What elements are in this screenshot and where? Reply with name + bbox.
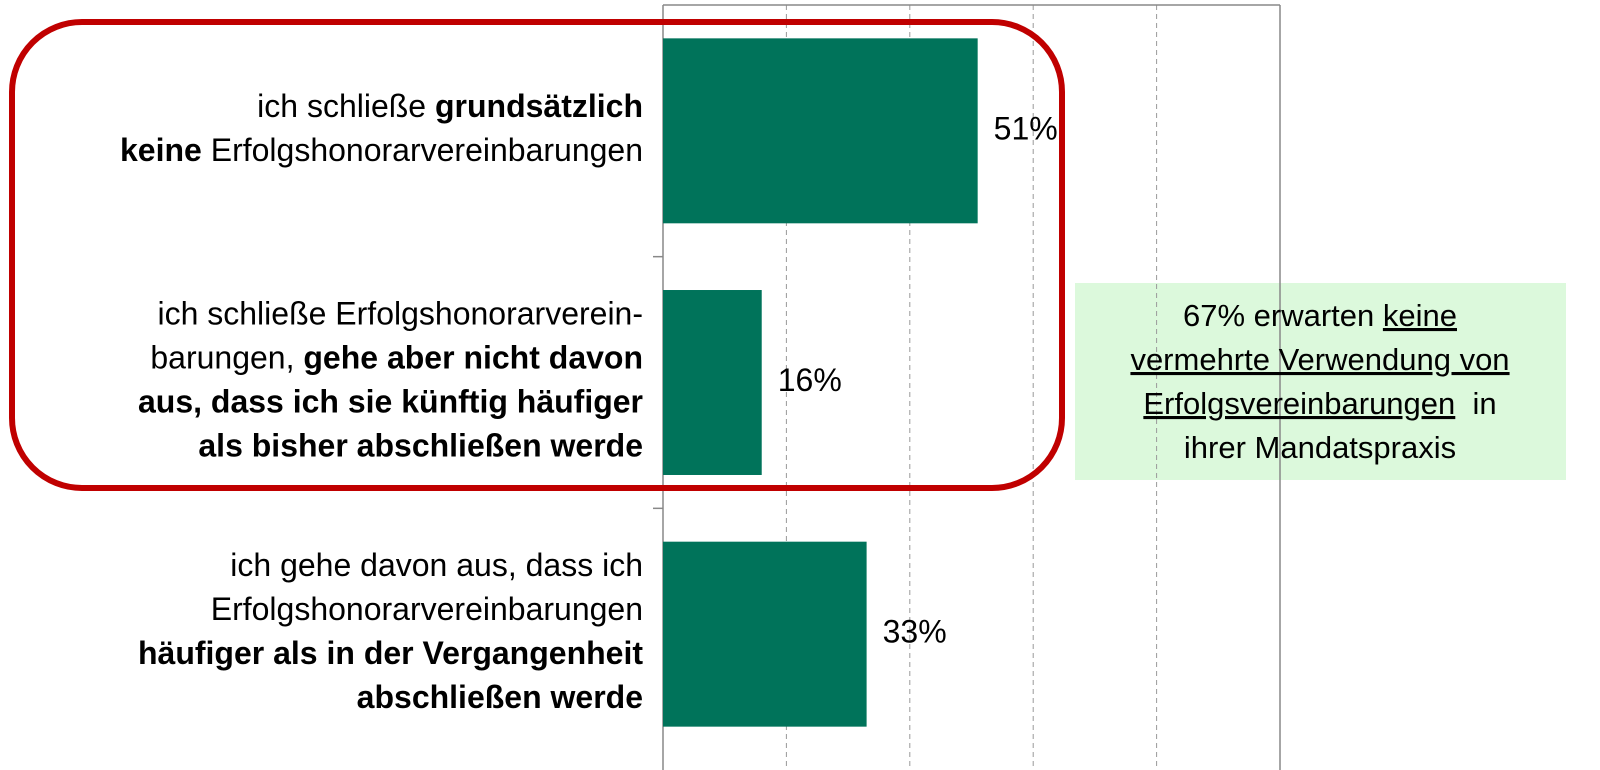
label-run: aus, dass ich sie künftig häufiger xyxy=(138,384,643,420)
label-run: Erfolgshonorarvereinbarungen xyxy=(202,132,643,168)
label-run: keine xyxy=(120,132,202,168)
label-run: ich schließe Erfolgshonorarverein- xyxy=(157,296,643,332)
label-run: Erfolgshonorarvereinbarungen xyxy=(211,592,643,628)
annotation-run: 67% erwarten xyxy=(1183,298,1383,333)
label-run: abschließen werde xyxy=(357,680,643,716)
annotation-run: Erfolgsvereinbarungen xyxy=(1143,386,1455,421)
category-label: häufiger als in der Vergangenheit xyxy=(138,636,643,672)
label-run: grundsätzlich xyxy=(435,88,643,124)
label-run: als bisher abschließen werde xyxy=(198,428,643,464)
bar xyxy=(663,541,867,727)
category-label: keine Erfolgshonorarvereinbarungen xyxy=(120,132,643,168)
annotation-run: in xyxy=(1455,386,1496,421)
category-label: aus, dass ich sie künftig häufiger xyxy=(138,384,643,420)
bar xyxy=(663,38,978,224)
annotation-text: ihrer Mandatspraxis xyxy=(1184,430,1456,465)
label-run: häufiger als in der Vergangenheit xyxy=(138,636,643,672)
highlight-frame xyxy=(9,19,1065,491)
category-label: abschließen werde xyxy=(357,680,643,716)
annotation-run: ihrer Mandatspraxis xyxy=(1184,430,1456,465)
annotation-text: vermehrte Verwendung von xyxy=(1130,342,1509,377)
annotation-run: keine xyxy=(1383,298,1457,333)
label-run: ich gehe davon aus, dass ich xyxy=(230,548,643,584)
category-label: als bisher abschließen werde xyxy=(198,428,643,464)
category-label: ich schließe Erfolgshonorarverein- xyxy=(157,296,643,332)
label-run: ich schließe xyxy=(257,88,435,124)
category-label: Erfolgshonorarvereinbarungen xyxy=(211,592,643,628)
annotation-text: Erfolgsvereinbarungen in xyxy=(1143,386,1496,421)
category-label: ich schließe grundsätzlich xyxy=(257,88,643,124)
value-label: 16% xyxy=(778,362,842,398)
bar xyxy=(663,290,762,475)
label-run: barungen, xyxy=(150,340,303,376)
value-label: 51% xyxy=(994,110,1058,146)
annotation-run: vermehrte Verwendung von xyxy=(1130,342,1509,377)
category-label: barungen, gehe aber nicht davon xyxy=(150,340,643,376)
value-label: 33% xyxy=(883,614,947,650)
annotation-text: 67% erwarten keine xyxy=(1183,298,1457,333)
category-label: ich gehe davon aus, dass ich xyxy=(230,548,643,584)
label-run: gehe aber nicht davon xyxy=(303,340,643,376)
